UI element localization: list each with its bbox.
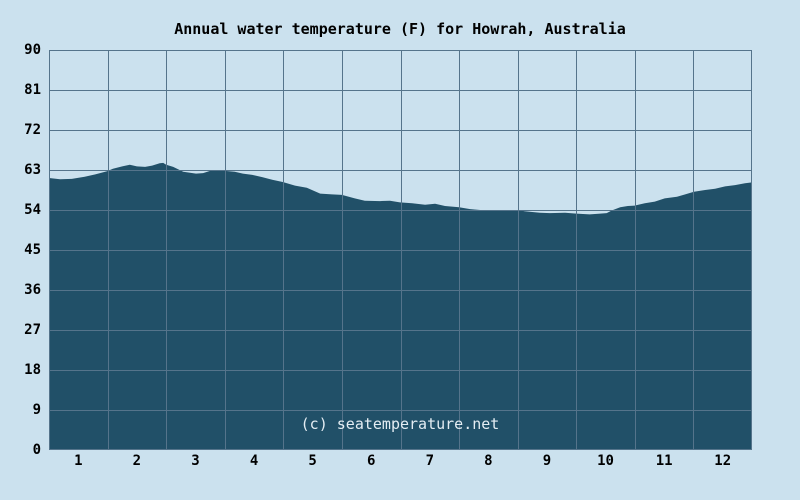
x-tick-label: 2 xyxy=(132,453,142,469)
y-tick-label: 45 xyxy=(24,242,41,258)
y-tick-label: 72 xyxy=(24,122,41,138)
y-tick-label: 63 xyxy=(24,162,41,178)
x-tick-label: 12 xyxy=(714,453,732,469)
x-tick-label: 10 xyxy=(597,453,614,469)
y-tick-label: 27 xyxy=(24,322,41,338)
x-tick-label: 4 xyxy=(249,453,259,469)
y-tick-label: 90 xyxy=(24,42,41,58)
temperature-area-fill xyxy=(49,162,752,450)
y-tick-label: 81 xyxy=(24,82,41,98)
y-tick-label: 0 xyxy=(32,442,41,458)
x-tick-label: 7 xyxy=(425,453,434,469)
y-tick-label: 18 xyxy=(24,362,41,378)
x-tick-label: 9 xyxy=(542,453,552,469)
chart-title: Annual water temperature (F) for Howrah,… xyxy=(174,20,626,38)
x-tick-label: 6 xyxy=(366,453,376,469)
plot-area xyxy=(49,50,752,450)
x-tick-label: 3 xyxy=(191,453,200,469)
x-tick-label: 8 xyxy=(484,453,493,469)
area-plot-svg xyxy=(49,50,752,450)
y-tick-label: 36 xyxy=(24,282,41,298)
y-tick-label: 54 xyxy=(24,202,41,218)
x-tick-label: 1 xyxy=(74,453,83,469)
watermark: (c) seatemperature.net xyxy=(300,415,500,433)
y-tick-label: 9 xyxy=(32,402,41,418)
x-tick-label: 11 xyxy=(655,453,673,469)
plot-border xyxy=(49,50,752,450)
x-tick-label: 5 xyxy=(308,453,317,469)
